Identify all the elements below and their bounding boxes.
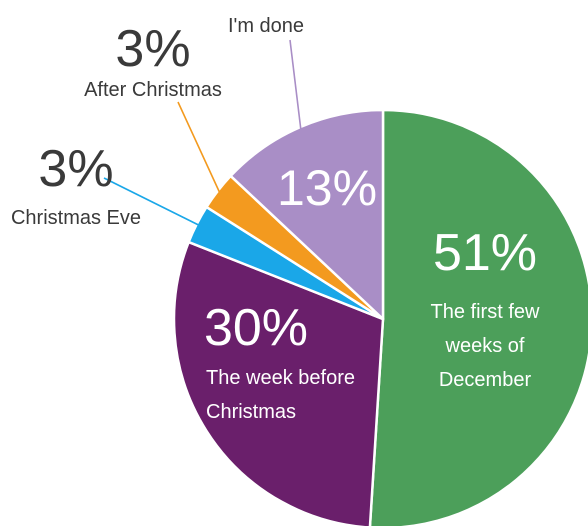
slice-label-after-christmas: After Christmas	[84, 79, 222, 101]
leader-line-christmas-eve	[103, 177, 199, 226]
slice-label-christmas-eve: Christmas Eve	[11, 207, 141, 229]
pie-slices	[172, 108, 588, 526]
slice-percent-im-done: 13%	[277, 160, 377, 216]
slice-label-first-weeks-december-line-2: weeks of	[445, 335, 525, 357]
slice-label-first-weeks-december-line-3: December	[439, 369, 532, 391]
slice-percent-first-weeks-december: 51%	[433, 224, 537, 282]
pie-slice-first-weeks-december	[368, 108, 588, 526]
pie-slice-week-before-christmas	[172, 240, 385, 526]
leader-lines	[103, 39, 302, 226]
slice-percent-after-christmas: 3%	[115, 20, 190, 78]
slice-percent-christmas-eve: 3%	[38, 140, 113, 198]
slice-label-im-done: I'm done	[228, 15, 304, 37]
slice-label-week-before-christmas-line-2: Christmas	[206, 401, 296, 423]
slice-percent-week-before-christmas: 30%	[204, 299, 308, 357]
leader-line-after-christmas	[177, 101, 221, 193]
slice-label-week-before-christmas-line-1: The week before	[206, 367, 355, 389]
slice-label-first-weeks-december-line-1: The first few	[431, 301, 540, 323]
leader-line-im-done	[289, 39, 302, 130]
